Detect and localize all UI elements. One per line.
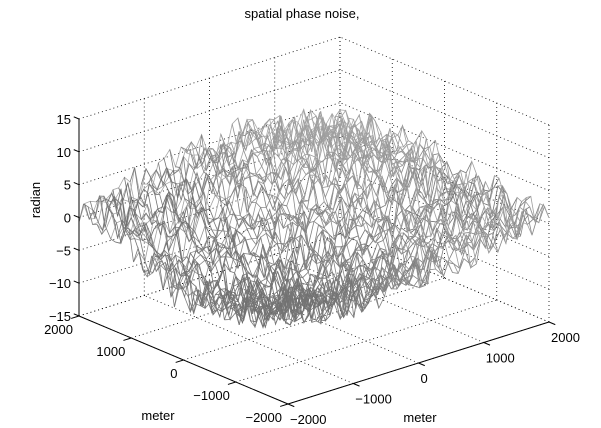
mesh-line-y xyxy=(107,189,317,321)
x-axis-label: meter xyxy=(141,408,175,423)
grid-line-back-right-horizontal xyxy=(339,233,550,323)
z-tick-label: −15 xyxy=(49,309,71,324)
mesh-line-y xyxy=(316,109,527,240)
y-tick-label: −1000 xyxy=(355,392,392,407)
mesh-line-y xyxy=(328,113,538,231)
y-tick-mark xyxy=(353,383,360,387)
x-tick-label: 0 xyxy=(170,366,177,381)
chart-title: spatial phase noise, xyxy=(245,6,360,21)
mesh-line-y xyxy=(112,189,323,329)
y-tick-mark xyxy=(418,362,425,367)
grid-line-floor-y xyxy=(209,274,419,364)
mesh-line-y xyxy=(192,134,402,294)
mesh-line-y xyxy=(84,202,295,326)
mesh-line-y xyxy=(333,113,544,224)
y-axis-label: meter xyxy=(403,410,437,425)
grid-line-back-right-horizontal xyxy=(339,36,550,126)
x-tick-mark xyxy=(123,337,132,341)
grid-line-floor-x xyxy=(183,277,445,361)
grid-line-back-left-horizontal xyxy=(78,135,341,218)
mesh-line-y xyxy=(243,119,453,278)
x-tick-label: 1000 xyxy=(96,344,125,359)
axis-layer xyxy=(71,116,556,408)
grid-line-back-right-horizontal xyxy=(339,167,550,257)
y-tick-label: −2000 xyxy=(290,412,327,427)
mesh-line-y xyxy=(95,195,306,328)
x-tick-label: −2000 xyxy=(245,410,282,425)
grid-line-back-right-horizontal xyxy=(339,135,550,224)
mesh-line-y xyxy=(209,142,419,296)
grid-line-back-left-horizontal xyxy=(78,102,341,186)
y-tick-mark xyxy=(483,342,491,346)
mesh-line-y xyxy=(180,146,391,302)
grid-line-back-right-horizontal xyxy=(339,200,550,290)
x-tick-mark xyxy=(71,315,80,319)
mesh-line-y xyxy=(214,149,425,289)
grid-line-back-left-horizontal xyxy=(78,233,341,317)
grid-line-back-left-horizontal xyxy=(78,69,341,153)
z-tick-label: 10 xyxy=(57,145,71,160)
grid-line-floor-x xyxy=(235,299,497,383)
x-tick-label: −1000 xyxy=(193,388,230,403)
mesh-layer xyxy=(78,108,550,329)
mesh-line-y xyxy=(271,115,482,264)
x-tick-mark xyxy=(280,403,289,407)
mesh-line-y xyxy=(282,119,493,251)
mesh-line-y xyxy=(169,149,380,316)
grid-layer xyxy=(78,36,550,405)
y-tick-mark xyxy=(548,321,556,326)
mesh-line-y xyxy=(231,123,442,285)
z-tick-label: 15 xyxy=(57,112,71,127)
mesh-line-y xyxy=(101,198,312,328)
grid-line-back-left-horizontal xyxy=(78,36,341,120)
grid-line-back-right-horizontal xyxy=(339,69,550,159)
grid-line-back-right-horizontal xyxy=(339,102,550,192)
x-tick-label: 2000 xyxy=(44,322,73,337)
mesh-line-y xyxy=(124,177,334,322)
y-tick-label: 2000 xyxy=(551,330,580,345)
z-tick-label: 0 xyxy=(64,211,71,226)
z-tick-mark xyxy=(73,182,80,186)
mesh-line-y xyxy=(265,115,476,270)
z-tick-mark xyxy=(73,280,80,284)
grid-line-floor-y xyxy=(274,254,484,343)
y-tick-label: 0 xyxy=(421,371,428,386)
x-tick-mark xyxy=(227,381,236,385)
mesh-line-y xyxy=(237,117,448,270)
y-tick-label: 1000 xyxy=(486,351,515,366)
x-tick-mark xyxy=(175,359,184,363)
mesh-line-y xyxy=(305,108,516,244)
z-tick-mark xyxy=(73,116,80,120)
mesh-line-y xyxy=(78,203,289,320)
mesh-line-y xyxy=(260,118,470,264)
mesh-line-y xyxy=(129,167,340,325)
mesh-line-y xyxy=(89,195,300,318)
mesh-line-y xyxy=(186,141,397,302)
z-axis-label: radian xyxy=(28,182,43,218)
grid-line-floor-y xyxy=(144,295,354,384)
z-tick-mark xyxy=(73,313,80,317)
z-tick-label: −10 xyxy=(49,276,71,291)
z-tick-mark xyxy=(73,247,80,251)
z-tick-label: 5 xyxy=(64,178,71,193)
tick-layer: −2000−1000010002000−2000−1000010002000−1… xyxy=(44,112,580,427)
z-tick-mark xyxy=(73,149,80,153)
z-tick-label: −5 xyxy=(56,243,71,258)
mesh-line-y xyxy=(248,125,459,274)
y-tick-mark xyxy=(287,403,295,408)
z-tick-mark xyxy=(73,214,80,218)
mesh-line-y xyxy=(163,158,374,308)
